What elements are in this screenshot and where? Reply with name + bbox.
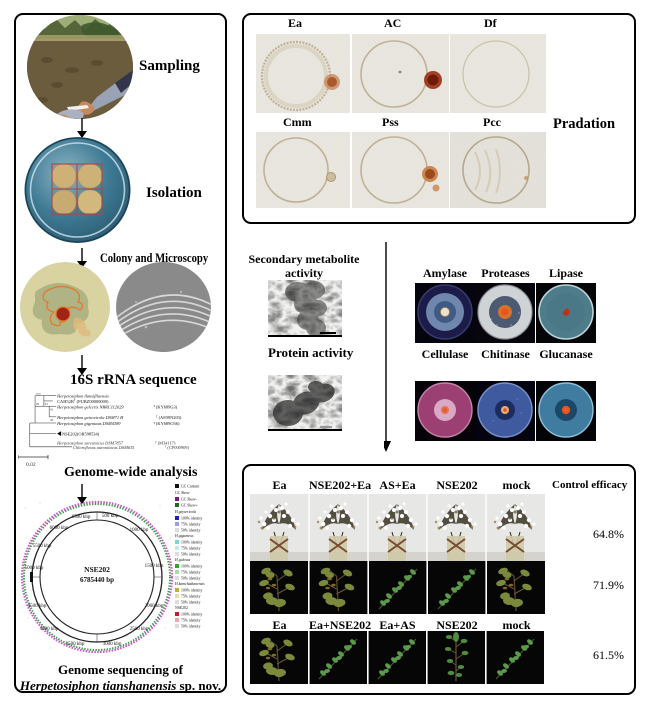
- svg-text:NSE202: NSE202: [84, 565, 110, 574]
- svg-text:50% identity: 50% identity: [181, 601, 201, 605]
- svg-text:41: 41: [50, 407, 54, 411]
- svg-text:6500 kbp: 6500 kbp: [72, 515, 91, 520]
- svg-text:H.kamchatkanensis: H.kamchatkanensis: [175, 582, 205, 586]
- svg-text:50% identity: 50% identity: [181, 529, 201, 533]
- svg-text:100% identity: 100% identity: [181, 589, 203, 593]
- svg-text:NSE202: NSE202: [175, 606, 188, 610]
- svg-text:H.giganteus: H.giganteus: [175, 534, 194, 538]
- svg-text:100% identity: 100% identity: [181, 517, 203, 521]
- svg-text:75% identity: 75% identity: [181, 595, 201, 599]
- svg-text:6000 kbp: 6000 kbp: [50, 526, 69, 531]
- svg-text:4500 kbp: 4500 kbp: [28, 604, 47, 609]
- svg-text:75% identity: 75% identity: [181, 571, 201, 575]
- svg-text:50% identity: 50% identity: [181, 553, 201, 557]
- svg-text:H.gulosus: H.gulosus: [175, 558, 191, 562]
- svg-text:1500 kbp: 1500 kbp: [145, 564, 164, 569]
- svg-text:Chloroflexus aurontiacus DSM63: Chloroflexus aurontiacus DSM635: [73, 445, 135, 450]
- svg-text:NSE202(OR598534): NSE202(OR598534): [62, 432, 100, 437]
- svg-text:T: T: [153, 404, 155, 408]
- svg-text:Herpetosiphon gigentaus DSM438: Herpetosiphon gigentaus DSM4389: [56, 421, 121, 426]
- svg-text:100% identity: 100% identity: [181, 565, 203, 569]
- svg-text:GC Skew+: GC Skew+: [181, 504, 198, 508]
- svg-text:GC Skew: GC Skew: [175, 491, 190, 495]
- svg-text:91: 91: [45, 402, 49, 406]
- svg-text:43: 43: [50, 418, 54, 422]
- svg-text:T: T: [153, 421, 155, 425]
- svg-text:(CP000909): (CP000909): [167, 445, 189, 450]
- svg-text:Herpetosiphon geisovicola DSM7: Herpetosiphon geisovicola DSM71 H: [56, 415, 124, 420]
- svg-text:0.02: 0.02: [26, 462, 36, 467]
- svg-text:(AF09N203): (AF09N203): [159, 415, 182, 420]
- svg-text:500 kbp: 500 kbp: [102, 514, 119, 519]
- svg-text:2000 kbp: 2000 kbp: [145, 604, 164, 609]
- svg-text:75% identity: 75% identity: [181, 547, 201, 551]
- svg-text:(KY689O36): (KY689O36): [156, 421, 180, 426]
- svg-text:50% identity: 50% identity: [181, 625, 201, 629]
- svg-text:T: T: [165, 445, 167, 449]
- svg-text:(KY689G3): (KY689G3): [156, 404, 178, 409]
- svg-text:3000 kbp: 3000 kbp: [103, 642, 122, 647]
- svg-text:T: T: [156, 415, 158, 419]
- svg-text:GC Skew-: GC Skew-: [181, 498, 198, 502]
- svg-text:100: 100: [36, 393, 41, 396]
- svg-text:Herpetosiphon llansiflluensis: Herpetosiphon llansiflluensis: [56, 394, 109, 399]
- svg-text:4000 kbp: 4000 kbp: [40, 627, 59, 632]
- svg-text:1000 kbp: 1000 kbp: [130, 528, 149, 533]
- svg-text:100% identity: 100% identity: [181, 613, 203, 617]
- svg-text:CAH52BT (PUBZ00000000): CAH52BT (PUBZ00000000): [57, 398, 109, 404]
- svg-text:2500 kbp: 2500 kbp: [130, 627, 149, 632]
- svg-text:75% identity: 75% identity: [181, 619, 201, 623]
- svg-text:50% identity: 50% identity: [181, 577, 201, 581]
- svg-text:Herpetosiphon gelceris NBRC112: Herpetosiphon gelceris NBRC112029: [56, 404, 124, 409]
- svg-text:6785440 bp: 6785440 bp: [80, 576, 114, 584]
- svg-text:3500 kbp: 3500 kbp: [66, 642, 85, 647]
- svg-text:75% identity: 75% identity: [181, 523, 201, 527]
- svg-text:29: 29: [36, 402, 40, 406]
- svg-text:5500 kbp: 5500 kbp: [33, 544, 52, 549]
- svg-text:5000 kbp: 5000 kbp: [25, 566, 44, 571]
- svg-text:GC Content: GC Content: [181, 485, 200, 489]
- svg-text:T: T: [155, 440, 157, 444]
- svg-text:H.geysericola: H.geysericola: [175, 510, 196, 514]
- svg-text:100% identity: 100% identity: [181, 541, 203, 545]
